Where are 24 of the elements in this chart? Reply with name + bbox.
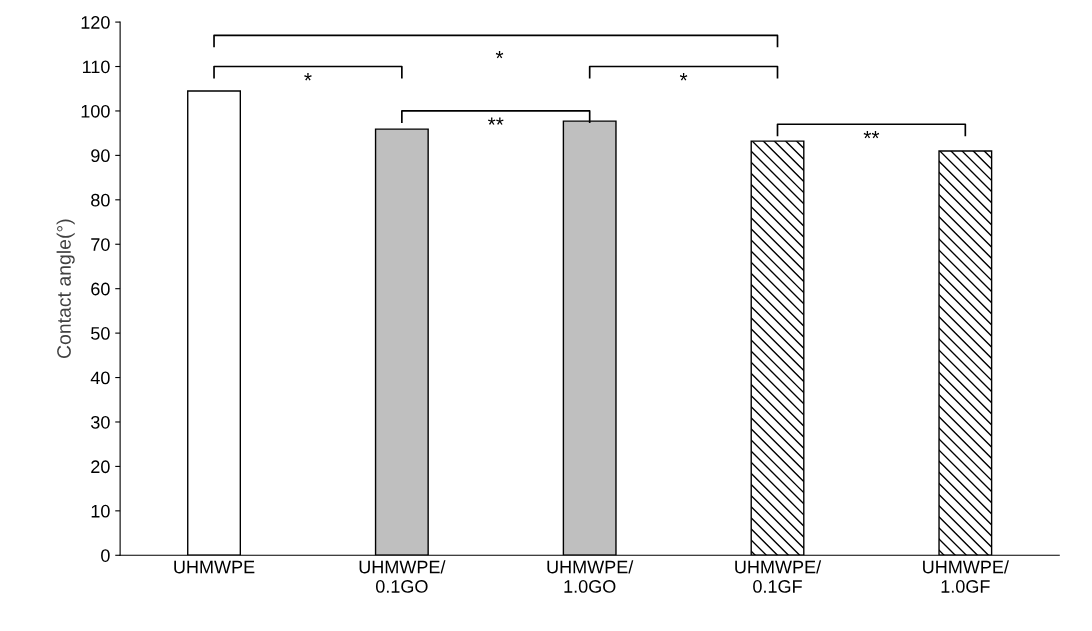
y-tick-label: 40 <box>90 371 110 385</box>
y-tick-label: 80 <box>91 193 110 207</box>
y-tick-label: 60 <box>91 282 110 296</box>
x-tick-label: UHMWPE <box>174 560 255 574</box>
annotation: ** <box>487 117 504 125</box>
x-tick-label: UHMWPE/ 1.0GO <box>547 560 634 593</box>
y-tick-label: 20 <box>91 460 110 474</box>
y-tick-label: 70 <box>91 238 110 251</box>
annotation: * <box>495 50 504 59</box>
y-tick-label: 0 <box>101 549 110 562</box>
annotation: * <box>679 73 688 81</box>
y-tick-label: 10 <box>91 504 110 518</box>
x-tick-label: UHMWPE/ 1.0GF <box>923 560 1009 593</box>
x-tick-label: UHMWPE/ 0.1GO <box>359 560 446 593</box>
x-tick-label: UHMWPE/ 0.1GF <box>735 560 822 593</box>
y-tick-label: 110 <box>82 60 110 74</box>
annotation: * <box>304 73 312 81</box>
annotation: ** <box>863 130 880 139</box>
y-tick-label: 100 <box>81 104 110 118</box>
y-tick-label: 90 <box>91 149 110 163</box>
y-tick-label: 30 <box>91 415 110 429</box>
y-axis-title: Contact angle(°) <box>56 219 75 359</box>
y-tick-label: 120 <box>81 16 110 29</box>
y-tick-label: 50 <box>91 327 110 340</box>
